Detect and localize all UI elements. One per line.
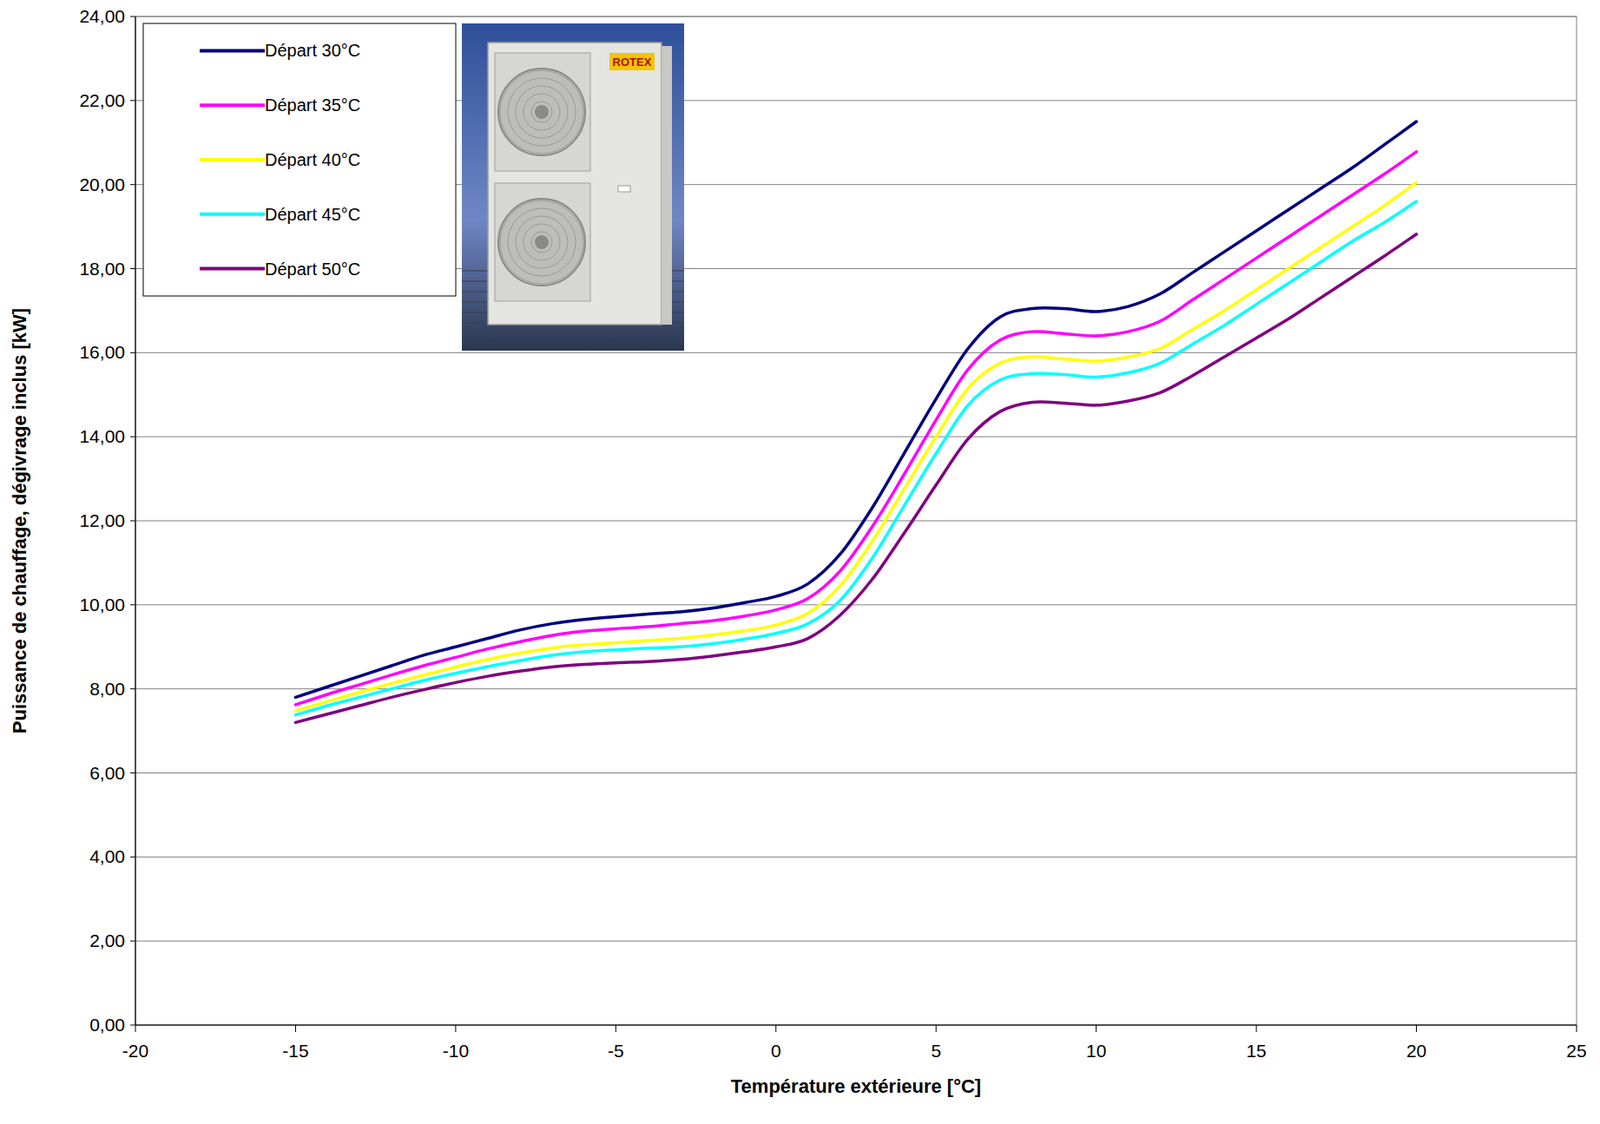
x-axis-title: Température extérieure [°C]	[730, 1075, 982, 1098]
y-tick	[130, 1025, 136, 1027]
fan-grille	[494, 52, 591, 172]
fan-ring	[515, 216, 568, 269]
grid-line	[135, 856, 1577, 858]
x-tick-label: 25	[1566, 1040, 1587, 1061]
x-tick	[615, 1025, 617, 1033]
fan-ring	[531, 231, 553, 253]
legend-swatch	[199, 212, 265, 217]
grid-line	[135, 772, 1577, 774]
grid-line	[135, 436, 1577, 438]
y-tick	[130, 520, 136, 522]
y-tick-label: 12,00	[79, 510, 126, 531]
y-tick-label: 10,00	[79, 594, 126, 615]
fan	[498, 68, 586, 156]
logo-badge	[609, 52, 655, 71]
y-tick	[130, 856, 136, 858]
grid-line	[135, 1025, 1577, 1027]
x-tick	[1576, 1025, 1578, 1033]
floor-line	[461, 333, 685, 335]
y-tick	[130, 604, 136, 606]
floor-line	[461, 343, 685, 345]
grid-line	[135, 352, 1577, 354]
legend-label: Départ 45°C	[264, 204, 361, 224]
x-tick-label: -15	[282, 1040, 309, 1061]
y-tick-label: 8,00	[89, 678, 126, 699]
fan-ring	[523, 223, 560, 261]
legend-swatch	[199, 158, 265, 162]
x-tick	[935, 1025, 937, 1033]
fan-hub	[534, 235, 549, 250]
y-tick	[130, 99, 136, 101]
legend-label: Départ 35°C	[264, 95, 361, 115]
y-tick	[130, 436, 136, 438]
x-tick	[295, 1025, 297, 1033]
y-tick-label: 18,00	[79, 258, 126, 279]
plot-frame	[135, 16, 1577, 1026]
legend-swatch	[199, 267, 265, 271]
x-tick-label: -20	[122, 1040, 149, 1061]
logo-text: ROTEX	[612, 55, 652, 69]
y-tick-label: 4,00	[89, 846, 126, 867]
grid-line	[135, 520, 1577, 522]
y-tick	[130, 268, 136, 270]
unit-handle	[618, 185, 631, 192]
fan-hub	[534, 105, 549, 119]
y-tick-label: 14,00	[79, 426, 126, 447]
legend-label: Départ 40°C	[264, 150, 361, 170]
x-tick-label: -10	[442, 1040, 469, 1061]
y-axis	[134, 16, 136, 1026]
x-tick-label: 5	[930, 1040, 942, 1061]
y-tick-label: 24,00	[79, 6, 126, 27]
fan-ring	[507, 78, 576, 146]
x-tick	[1256, 1025, 1258, 1033]
y-tick	[130, 941, 136, 942]
grid-line	[135, 604, 1577, 606]
x-tick	[454, 1025, 456, 1033]
legend: Départ 30°C Départ 35°C Départ 40°C Départ …	[143, 23, 456, 297]
image-background	[461, 23, 685, 351]
fan-ring	[523, 93, 560, 131]
fan-ring	[500, 200, 584, 284]
grid-line	[135, 941, 1577, 942]
legend-swatch	[199, 48, 265, 53]
product-image: ROTEX	[461, 23, 685, 351]
fan-ring	[531, 101, 553, 123]
x-tick-label: 15	[1245, 1040, 1266, 1061]
y-tick-label: 6,00	[89, 763, 126, 784]
legend-label: Départ 50°C	[264, 259, 361, 279]
y-tick	[130, 184, 136, 185]
x-tick-label: 20	[1406, 1040, 1427, 1061]
fan-ring	[500, 70, 584, 154]
y-tick-label: 20,00	[79, 174, 126, 195]
x-tick-label: 0	[770, 1040, 782, 1061]
chart: 0,00 2,00 4,00 6,00 8,00 10,00 12,00 14,00 16,00…	[0, 0, 1600, 1124]
fan-ring	[515, 85, 568, 139]
fan-grille	[494, 183, 591, 302]
x-tick-label: 10	[1086, 1040, 1107, 1061]
y-tick-label: 22,00	[79, 90, 126, 111]
legend-box	[143, 23, 456, 297]
fan-ring	[507, 208, 576, 277]
unit-body	[487, 42, 662, 325]
y-tick-label: 0,00	[89, 1014, 126, 1035]
x-tick	[1415, 1025, 1417, 1033]
y-tick	[130, 688, 136, 690]
x-tick-label: -5	[607, 1040, 625, 1061]
y-tick-label: 2,00	[89, 930, 126, 951]
x-axis	[135, 1024, 1577, 1026]
y-tick	[130, 16, 136, 18]
x-tick	[1095, 1025, 1097, 1033]
y-tick	[130, 352, 136, 354]
y-tick-label: 16,00	[79, 342, 126, 363]
x-tick	[135, 1025, 137, 1033]
legend-label: Départ 30°C	[264, 40, 361, 60]
fan	[498, 198, 586, 286]
x-tick	[775, 1025, 777, 1033]
unit-side	[661, 46, 672, 325]
legend-swatch	[199, 103, 265, 107]
y-axis-title: Puissance de chauffage, dégivrage inclus…	[8, 308, 31, 734]
y-tick	[130, 772, 136, 774]
